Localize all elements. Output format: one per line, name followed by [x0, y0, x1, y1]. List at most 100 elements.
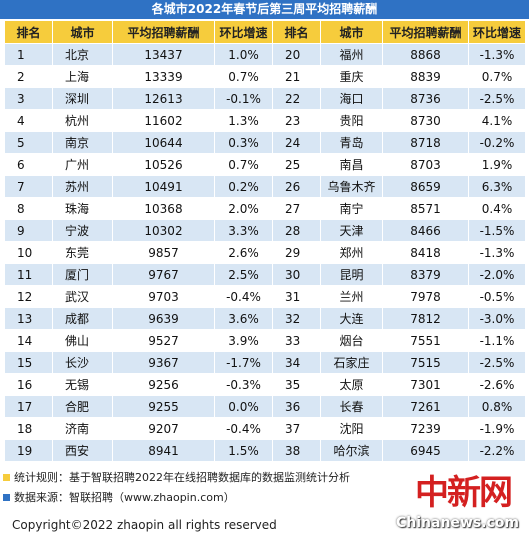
table-row: 19 西安 8941 1.5% 38 哈尔滨 6945 -2.2%: [4, 439, 526, 462]
table-row: 4 杭州 11602 1.3% 23 贵阳 8730 4.1%: [4, 109, 526, 132]
cell-rank-b: 35: [272, 373, 321, 396]
cell-rank-b: 24: [272, 131, 321, 154]
table-row: 18 济南 9207 -0.4% 37 沈阳 7239 -1.9%: [4, 417, 526, 440]
cell-growth-a: 2.5%: [214, 263, 273, 286]
cell-city-b: 海口: [320, 87, 383, 110]
cell-rank-a: 16: [4, 373, 53, 396]
cell-salary-a: 10368: [112, 197, 215, 220]
cell-growth-b: 0.4%: [468, 197, 526, 220]
cell-city-b: 沈阳: [320, 417, 383, 440]
notes: 统计规则：基于智联招聘2022年在线招聘数据库的数据监测统计分析 数据来源：智联…: [0, 468, 529, 508]
table-row: 12 武汉 9703 -0.4% 31 兰州 7978 -0.5%: [4, 285, 526, 308]
table-row: 8 珠海 10368 2.0% 27 南宁 8571 0.4%: [4, 197, 526, 220]
cell-growth-a: -0.4%: [214, 285, 273, 308]
cell-city-a: 珠海: [52, 197, 113, 220]
cell-salary-a: 10526: [112, 153, 215, 176]
cell-rank-a: 17: [4, 395, 53, 418]
cell-city-a: 西安: [52, 439, 113, 462]
cell-city-a: 厦门: [52, 263, 113, 286]
table-row: 14 佛山 9527 3.9% 33 烟台 7551 -1.1%: [4, 329, 526, 352]
cell-rank-b: 21: [272, 65, 321, 88]
table-title: 各城市2022年春节后第三周平均招聘薪酬: [0, 0, 529, 19]
cell-salary-b: 7239: [382, 417, 469, 440]
cell-city-b: 兰州: [320, 285, 383, 308]
data-source-text: 数据来源：智联招聘（www.zhaopin.com）: [14, 491, 235, 504]
cell-salary-b: 8718: [382, 131, 469, 154]
cell-city-b: 乌鲁木齐: [320, 175, 383, 198]
cell-rank-a: 8: [4, 197, 53, 220]
cell-growth-b: 6.3%: [468, 175, 526, 198]
cell-salary-a: 10491: [112, 175, 215, 198]
cell-rank-b: 36: [272, 395, 321, 418]
cell-growth-a: 0.3%: [214, 131, 273, 154]
cell-growth-b: -2.5%: [468, 87, 526, 110]
header-city-b: 城市: [320, 20, 383, 44]
cell-rank-b: 33: [272, 329, 321, 352]
cell-salary-b: 8379: [382, 263, 469, 286]
cell-growth-b: -2.5%: [468, 351, 526, 374]
cell-city-a: 南京: [52, 131, 113, 154]
cell-city-b: 郑州: [320, 241, 383, 264]
cell-growth-b: -1.9%: [468, 417, 526, 440]
cell-rank-b: 29: [272, 241, 321, 264]
cell-salary-b: 8659: [382, 175, 469, 198]
cell-rank-b: 27: [272, 197, 321, 220]
cell-growth-a: 2.6%: [214, 241, 273, 264]
cell-salary-b: 7812: [382, 307, 469, 330]
header-rank-a: 排名: [4, 20, 53, 44]
cell-city-b: 天津: [320, 219, 383, 242]
cell-salary-b: 7978: [382, 285, 469, 308]
cell-salary-a: 10302: [112, 219, 215, 242]
header-salary-b: 平均招聘薪酬: [382, 20, 469, 44]
cell-city-a: 深圳: [52, 87, 113, 110]
cell-growth-a: -1.7%: [214, 351, 273, 374]
cell-city-a: 广州: [52, 153, 113, 176]
cell-growth-a: 3.6%: [214, 307, 273, 330]
cell-salary-b: 8466: [382, 219, 469, 242]
cell-growth-b: -0.5%: [468, 285, 526, 308]
cell-growth-b: -3.0%: [468, 307, 526, 330]
cell-rank-a: 7: [4, 175, 53, 198]
table-row: 13 成都 9639 3.6% 32 大连 7812 -3.0%: [4, 307, 526, 330]
cell-growth-b: -1.1%: [468, 329, 526, 352]
cell-growth-b: -1.3%: [468, 43, 526, 66]
cell-city-b: 南昌: [320, 153, 383, 176]
header-row: 排名 城市 平均招聘薪酬 环比增速 排名 城市 平均招聘薪酬 环比增速: [4, 20, 526, 44]
cell-growth-b: -0.2%: [468, 131, 526, 154]
cell-rank-a: 6: [4, 153, 53, 176]
cell-city-b: 太原: [320, 373, 383, 396]
cell-city-b: 贵阳: [320, 109, 383, 132]
cell-salary-b: 8839: [382, 65, 469, 88]
cell-growth-a: 0.0%: [214, 395, 273, 418]
cell-growth-a: 1.0%: [214, 43, 273, 66]
cell-city-b: 大连: [320, 307, 383, 330]
cell-city-b: 南宁: [320, 197, 383, 220]
cell-growth-a: -0.3%: [214, 373, 273, 396]
cell-salary-a: 11602: [112, 109, 215, 132]
header-growth-a: 环比增速: [214, 20, 273, 44]
watermark-cn: 中新网: [415, 473, 513, 513]
cell-growth-a: 1.5%: [214, 439, 273, 462]
cell-salary-b: 7515: [382, 351, 469, 374]
cell-rank-b: 20: [272, 43, 321, 66]
cell-city-b: 青岛: [320, 131, 383, 154]
cell-salary-b: 8571: [382, 197, 469, 220]
stat-rule-note: 统计规则：基于智联招聘2022年在线招聘数据库的数据监测统计分析: [0, 468, 529, 488]
cell-growth-b: 1.9%: [468, 153, 526, 176]
cell-rank-b: 38: [272, 439, 321, 462]
cell-growth-a: 0.7%: [214, 65, 273, 88]
cell-city-a: 杭州: [52, 109, 113, 132]
blue-square-icon: [3, 494, 10, 501]
cell-growth-b: -1.3%: [468, 241, 526, 264]
header-growth-b: 环比增速: [468, 20, 526, 44]
cell-city-b: 石家庄: [320, 351, 383, 374]
cell-rank-a: 19: [4, 439, 53, 462]
header-rank-b: 排名: [272, 20, 321, 44]
cell-rank-b: 26: [272, 175, 321, 198]
stat-rule-text: 统计规则：基于智联招聘2022年在线招聘数据库的数据监测统计分析: [14, 471, 350, 484]
cell-growth-a: 0.7%: [214, 153, 273, 176]
cell-rank-a: 9: [4, 219, 53, 242]
table-row: 17 合肥 9255 0.0% 36 长春 7261 0.8%: [4, 395, 526, 418]
cell-growth-b: -2.6%: [468, 373, 526, 396]
cell-salary-a: 10644: [112, 131, 215, 154]
